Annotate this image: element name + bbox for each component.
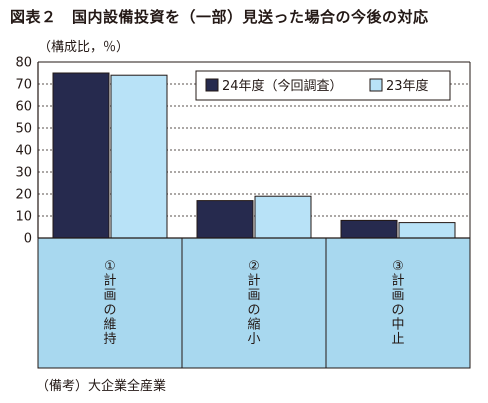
category-band-bg <box>37 237 471 369</box>
bar <box>196 200 254 239</box>
bar <box>52 72 110 239</box>
axes <box>37 61 471 239</box>
y-tick-label: 20 <box>15 188 32 203</box>
y-tick-label: 70 <box>15 78 32 93</box>
bar <box>254 195 312 239</box>
category-label: ③ 計画の中止 <box>391 259 404 347</box>
y-axis-ticks: 0 10 20 30 40 50 60 70 80 <box>15 56 32 247</box>
bars <box>52 72 456 239</box>
footnote: （備考）大企業全産業 <box>36 379 167 394</box>
legend-label: 23年度 <box>386 78 429 94</box>
y-tick-label: 0 <box>24 232 32 247</box>
y-tick-label: 60 <box>15 100 32 115</box>
y-tick-label: 10 <box>15 210 32 225</box>
bar <box>398 222 456 239</box>
y-tick-label: 40 <box>15 144 32 159</box>
category-band: ① 計画の維持 ② 計画の縮小 ③ 計画の中止 <box>37 237 471 369</box>
category-label: ① 計画の維持 <box>103 259 116 347</box>
legend-swatch <box>369 78 383 92</box>
chart-title: 図表２ 国内設備投資を（一部）見送った場合の今後の対応 <box>10 8 429 26</box>
y-tick-label: 50 <box>15 122 32 137</box>
y-tick-label: 80 <box>15 56 32 71</box>
unit-label: （構成比，％） <box>38 40 130 55</box>
legend: 24年度（今回調査） 23年度 <box>195 70 451 101</box>
bar <box>340 219 398 239</box>
y-tick-label: 30 <box>15 166 32 181</box>
legend-swatch <box>205 78 219 92</box>
legend-label: 24年度（今回調査） <box>222 78 343 94</box>
category-label: ② 計画の縮小 <box>247 259 260 347</box>
bar <box>110 74 168 239</box>
legend-box <box>195 70 451 101</box>
